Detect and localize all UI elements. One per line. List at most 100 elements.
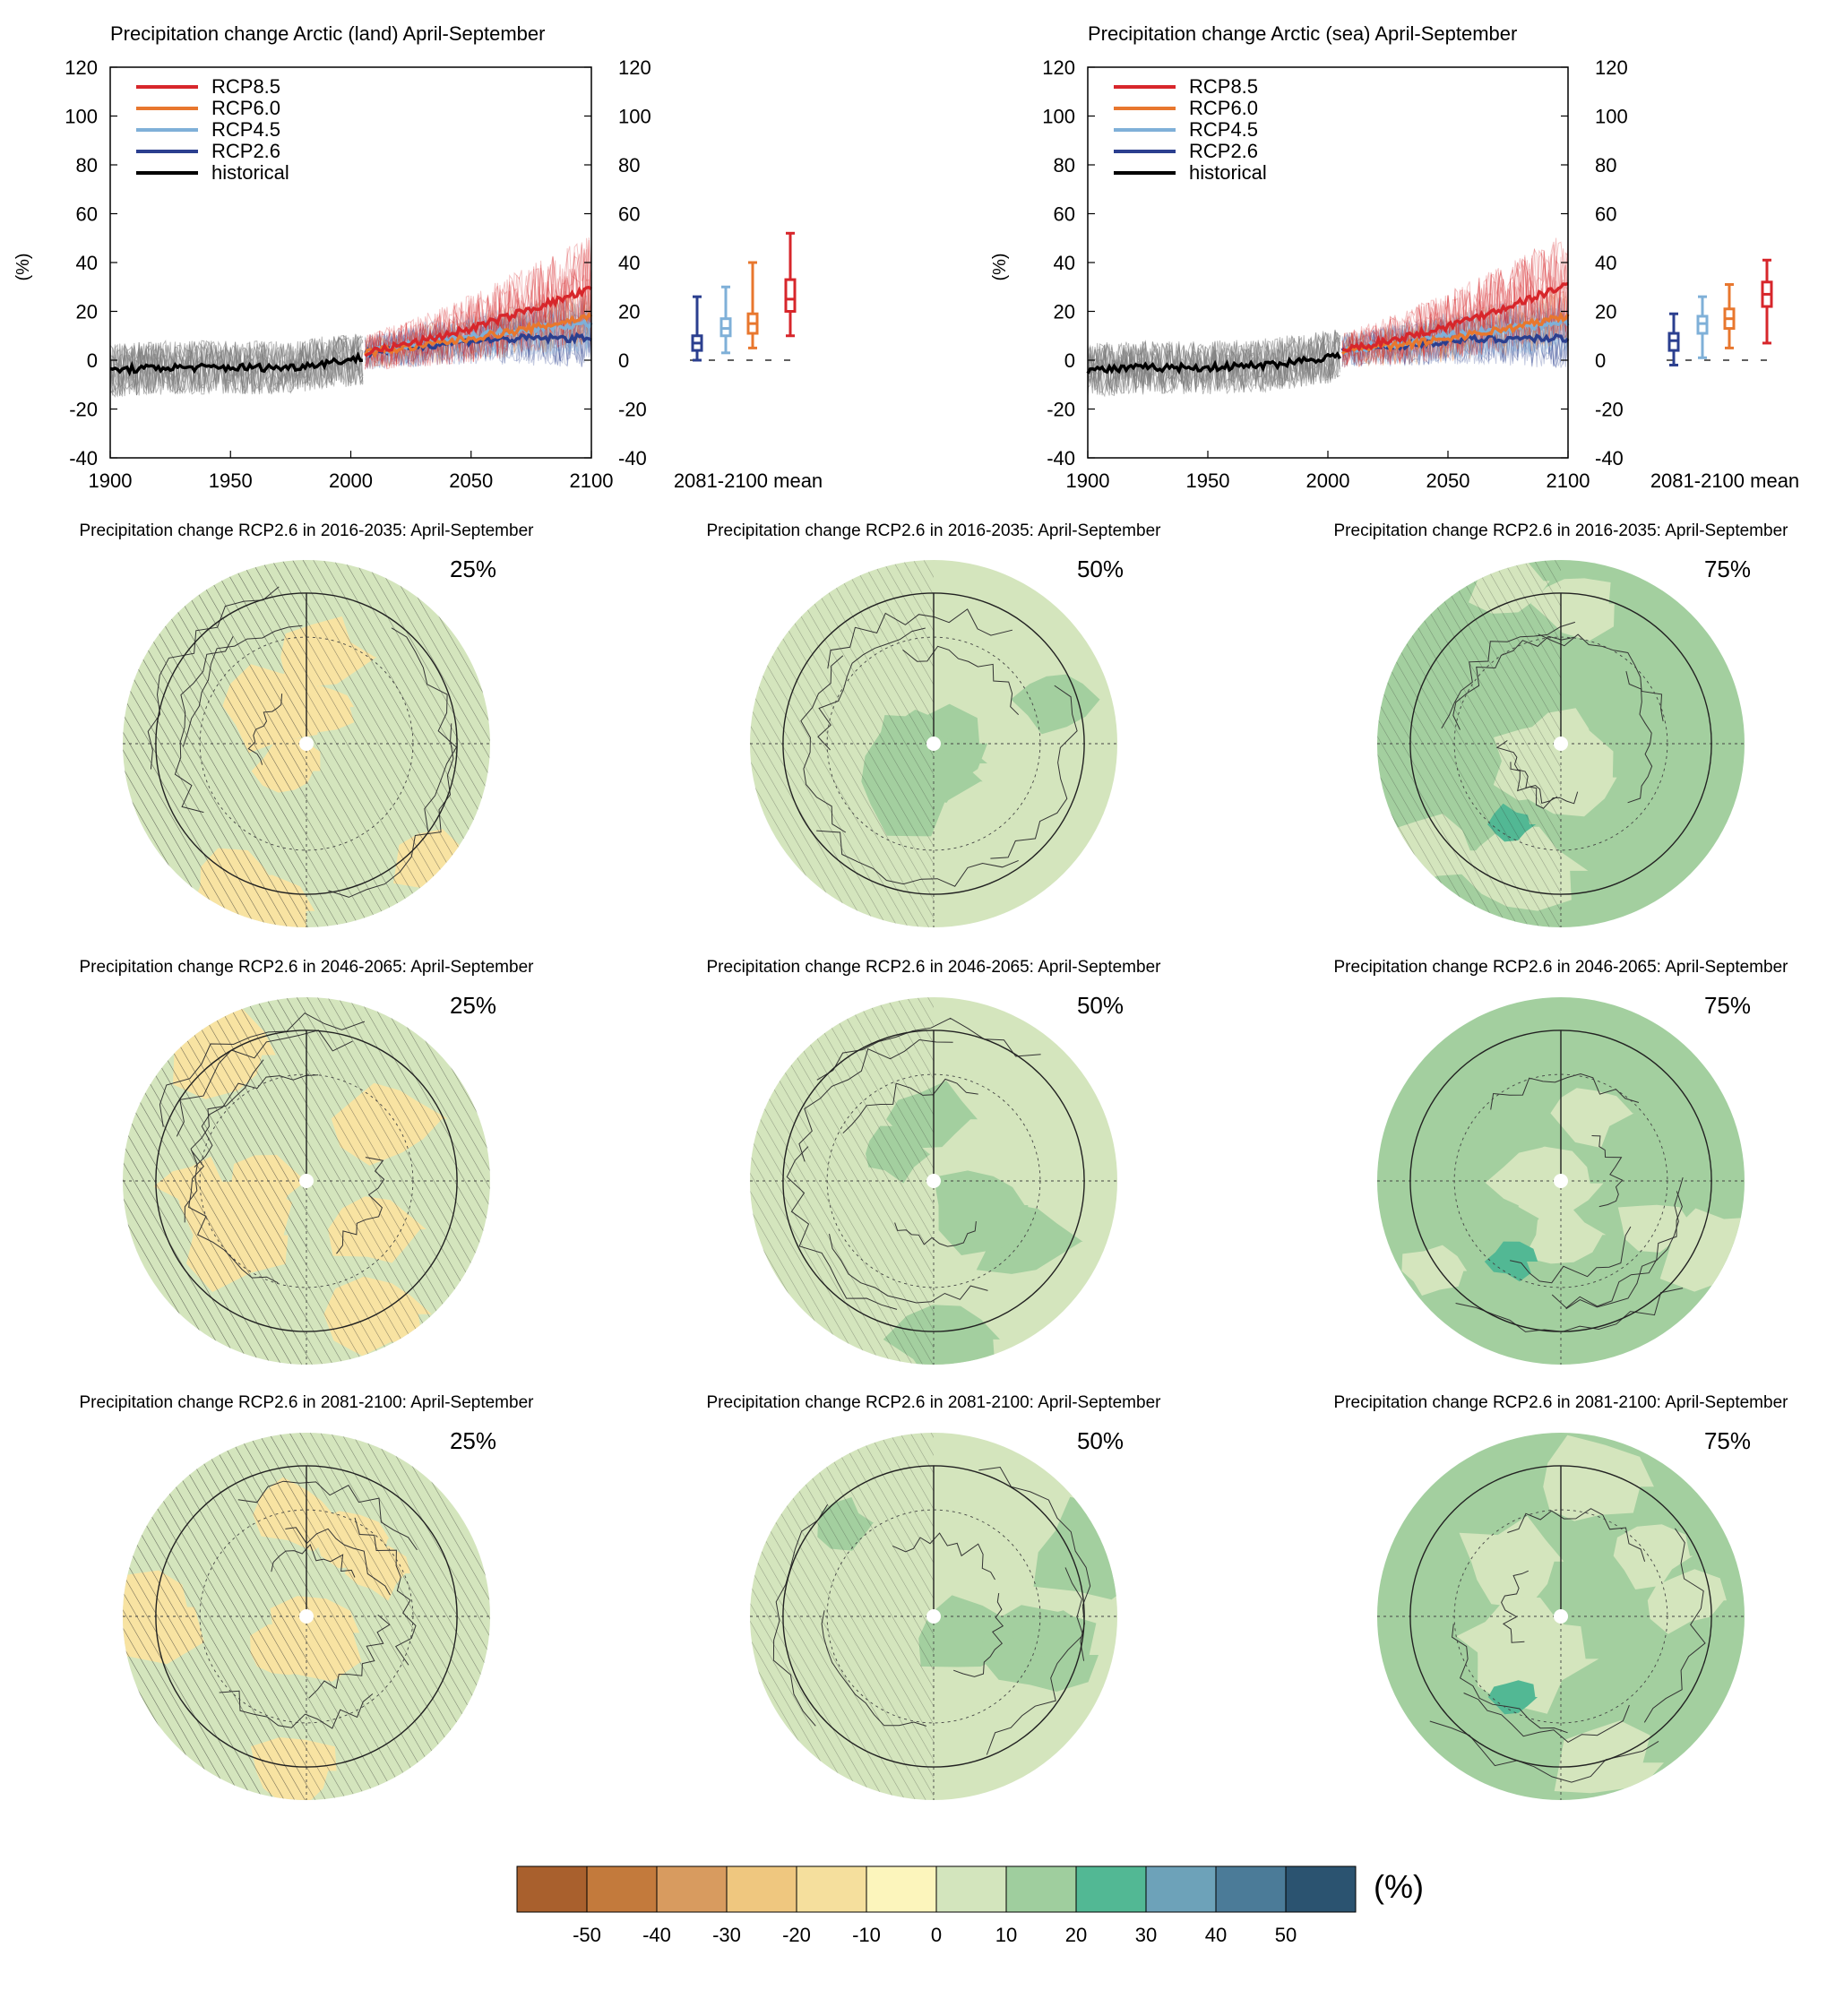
- y-tick-label: -20: [1595, 399, 1624, 421]
- coastline: [1441, 621, 1576, 729]
- percentile-label: 25%: [450, 556, 496, 582]
- percentile-label: 50%: [1077, 1427, 1124, 1454]
- colorbar-tick-label: -20: [782, 1924, 811, 1946]
- y-tick-label: 0: [618, 349, 629, 372]
- y-tick-label: 20: [1054, 301, 1075, 323]
- map-patch: [1554, 1720, 1664, 1794]
- y-tick-label: 60: [618, 203, 640, 226]
- colorbar-tick-label: -40: [642, 1924, 671, 1946]
- colorbar-cell: [1215, 1865, 1287, 1913]
- coastline: [159, 1012, 366, 1127]
- coastline: [147, 586, 280, 770]
- pole-marker: [1554, 737, 1568, 751]
- colorbar-cell: [516, 1865, 588, 1913]
- ensemble-members: [1087, 236, 1569, 398]
- coastline: [328, 723, 454, 898]
- scenario-member-line: [365, 308, 592, 369]
- coastline: [798, 1038, 953, 1162]
- coastline: [842, 1078, 978, 1134]
- y-tick-label: 40: [1054, 252, 1075, 274]
- x-tick-label: 2000: [329, 470, 373, 492]
- legend-label: historical: [211, 161, 289, 184]
- map-title: Precipitation change RCP2.6 in 2081-2100…: [707, 1393, 1162, 1412]
- scenario-member-line: [1341, 308, 1569, 366]
- colorbar-cell: [935, 1865, 1007, 1913]
- mean-line-rcp8.5: [364, 285, 592, 358]
- polar-map: [750, 1433, 1117, 1800]
- polar-maps: [123, 560, 1745, 1800]
- scenario-member-line: [365, 298, 592, 367]
- y-tick-label: 0: [1595, 349, 1606, 372]
- ensemble-members: [109, 237, 592, 398]
- y-tick-label: 120: [65, 56, 98, 79]
- colorbar-tick-label: -10: [852, 1924, 881, 1946]
- y-axis-label: (%): [13, 253, 33, 280]
- polar-map: [123, 560, 490, 927]
- x-tick-label: 1950: [1186, 470, 1230, 492]
- boxplot-box: [784, 278, 797, 314]
- scenario-member-line: [365, 237, 592, 366]
- x-tick-label: 1950: [209, 470, 253, 492]
- polar-map: [1377, 997, 1745, 1365]
- pole-marker: [926, 1174, 941, 1188]
- scenario-member-line: [1341, 289, 1569, 365]
- coastline: [1452, 1624, 1568, 1734]
- scenario-member-line: [1341, 245, 1569, 365]
- chart-title: Precipitation change Arctic (land) April…: [110, 22, 545, 45]
- map-fill: [1429, 1434, 1727, 1794]
- coastline: [1495, 740, 1558, 805]
- map-title: Precipitation change RCP2.6 in 2081-2100…: [80, 1393, 535, 1412]
- coastline: [902, 645, 1020, 716]
- x-tick-label: 2050: [1426, 470, 1470, 492]
- map-patch: [1523, 1204, 1607, 1264]
- mean-line-rcp6.0: [364, 312, 593, 358]
- map-patch: [1033, 1496, 1117, 1600]
- colorbar-tick-label: 20: [1065, 1924, 1087, 1946]
- polar-map: [123, 997, 490, 1365]
- y-tick-label: 60: [1054, 203, 1075, 226]
- scenario-member-line: [1341, 286, 1569, 365]
- colorbar-tick-label: 40: [1205, 1924, 1227, 1946]
- map-patch: [1613, 1524, 1693, 1590]
- polar-map: [750, 560, 1117, 927]
- coastline: [817, 627, 926, 751]
- legend-label: RCP4.5: [211, 118, 280, 141]
- pole-marker: [1554, 1174, 1568, 1188]
- x-tick-label: 2050: [449, 470, 493, 492]
- colorbar-tick-label: -50: [573, 1924, 601, 1946]
- map-patch: [1011, 674, 1100, 735]
- map-title: Precipitation change RCP2.6 in 2046-2065…: [80, 958, 535, 977]
- x-tick-label: 1900: [89, 470, 133, 492]
- map-title: Precipitation change RCP2.6 in 2016-2035…: [1334, 521, 1789, 540]
- y-tick-label: 80: [618, 154, 640, 177]
- colorbar-cell: [1145, 1865, 1217, 1913]
- timeseries-panel-land: Precipitation change Arctic (land) April…: [13, 22, 823, 492]
- map-title: Precipitation change RCP2.6 in 2046-2065…: [707, 958, 1162, 977]
- y-tick-label: 60: [1595, 203, 1616, 226]
- colorbar-cells: -50 -40 -30 -20 -10 0 10 20 30 40 50: [516, 1865, 1357, 1946]
- boxplot-label: 2081-2100 mean: [1650, 470, 1799, 492]
- scenario-member-line: [365, 309, 592, 367]
- percentile-label: 25%: [450, 1427, 496, 1454]
- y-tick-label: 80: [1595, 154, 1616, 177]
- coastline: [1463, 1693, 1630, 1744]
- pole-marker: [926, 1609, 941, 1624]
- scenario-member-line: [365, 295, 592, 363]
- coastline: [1507, 1508, 1646, 1562]
- coastline: [990, 685, 1078, 859]
- coastline: [986, 1567, 1084, 1755]
- y-tick-label: 20: [1595, 301, 1616, 323]
- y-tick-label: 100: [1595, 106, 1628, 128]
- coastline: [1501, 1570, 1529, 1643]
- y-tick-label: 100: [618, 106, 651, 128]
- x-tick-label: 2100: [570, 470, 614, 492]
- y-tick-label: 80: [76, 154, 98, 177]
- boxplot-label: 2081-2100 mean: [674, 470, 823, 492]
- y-tick-label: -40: [1047, 447, 1075, 470]
- coastline: [772, 1503, 829, 1727]
- coastline: [821, 1610, 927, 1727]
